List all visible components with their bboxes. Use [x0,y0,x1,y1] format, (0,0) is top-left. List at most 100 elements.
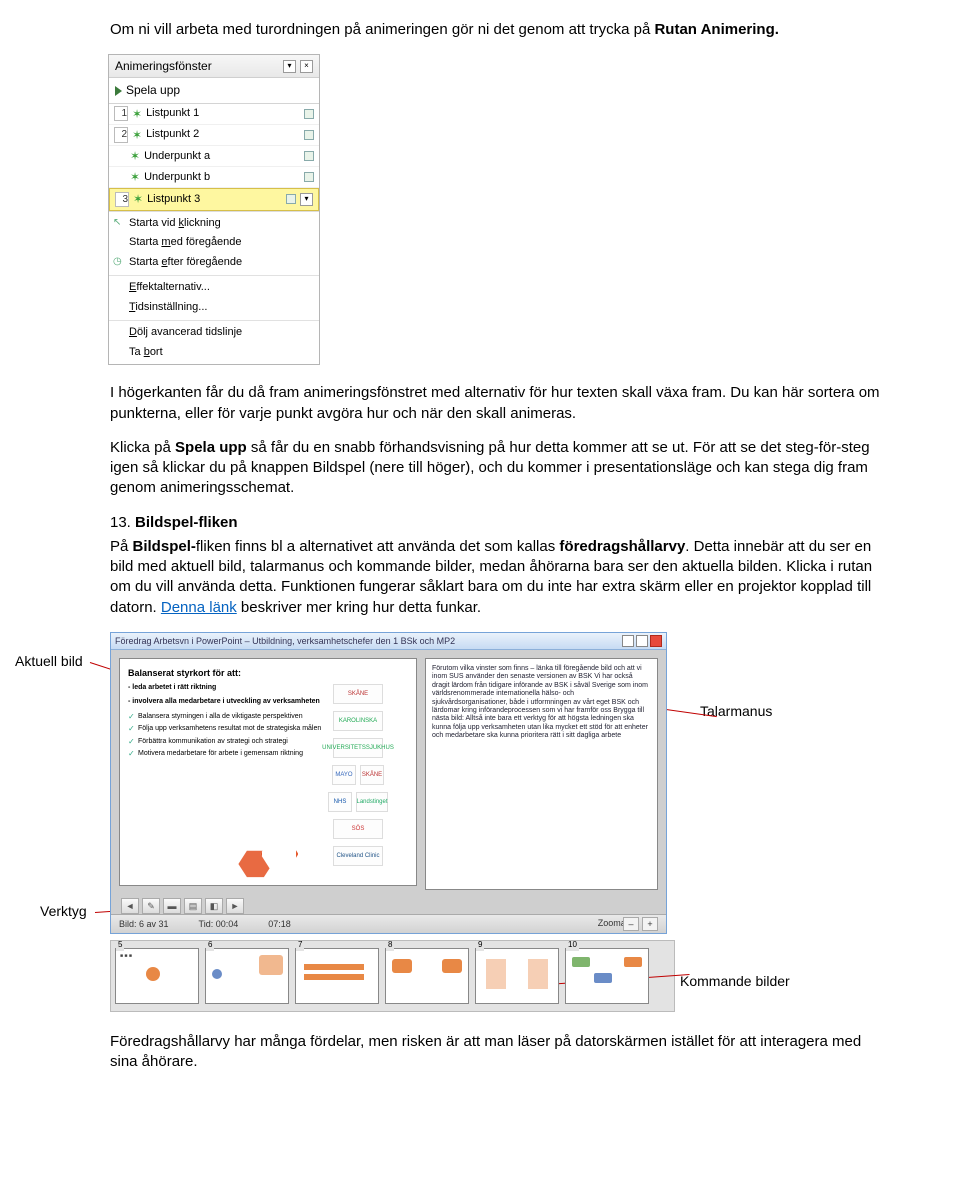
slide-thumbnail[interactable]: 6 [205,948,289,1004]
context-menu-item[interactable]: Dölj avancerad tidslinje [109,320,319,343]
animation-item[interactable]: 2 ✶ Listpunkt 2 [109,125,319,146]
section-13-heading: 13. Bildspel-fliken [110,513,880,533]
thumb-number: 8 [386,940,394,951]
logo: MAYO [332,765,356,785]
animation-item-label: Listpunkt 2 [146,127,199,142]
status-elapsed: Tid: 00:04 [199,918,239,930]
zoom-label: Zooma: [606,917,620,929]
thumb-number: 10 [566,940,579,951]
animation-item-label: Underpunkt a [144,149,210,164]
presenter-status-bar: Bild: 6 av 31 Tid: 00:04 07:18 Zooma: – … [111,914,666,933]
play-button[interactable]: Spela upp [109,78,319,103]
maximize-icon[interactable] [636,635,648,647]
annotation-talarmanus: Talarmanus [700,702,772,721]
presenter-toolbar: ◄ ✎ ▬ ▤ ◧ ► [121,898,244,914]
logo: SÖS [333,819,383,839]
context-menu-item[interactable]: Ta bort [109,343,319,363]
speaker-notes: Förutom vilka vinster som finns – länka … [425,658,658,890]
highlighter-button[interactable]: ▬ [163,898,181,914]
logo: SKÅNE [360,765,384,785]
info-link[interactable]: Denna länk [161,599,237,616]
animation-item-label: Listpunkt 1 [146,106,199,121]
animation-item-number: 2 [114,127,128,143]
thumb-number: 7 [296,940,304,951]
annotation-aktuell-bild: Aktuell bild [15,652,83,671]
context-menu-item[interactable]: Tidsinställning... [109,298,319,318]
slide-thumbnail[interactable]: 5 ■ ■ ■ [115,948,199,1004]
thumb-number: 5 [116,940,124,951]
chevron-down-icon[interactable]: ▾ [300,193,313,206]
animation-item-label: Listpunkt 3 [147,192,200,207]
current-slide: Balanserat styrkort för att: - leda arbe… [119,658,417,886]
final-paragraph: Föredragshållarvy har många fördelar, me… [110,1032,880,1073]
logo: UNIVERSITETSSJUKHUS [333,738,383,758]
effect-icon: ✶ [133,191,143,207]
animation-pane-window-controls: ▾ × [283,60,313,73]
context-menu: ↖Starta vid klickning Starta med föregåe… [109,211,319,365]
clock-icon: ◷ [113,255,125,269]
logo: Cleveland Clinic [333,846,383,866]
window-buttons [622,635,662,647]
minimize-icon[interactable] [622,635,634,647]
context-menu-item[interactable]: Starta med föregående [109,233,319,253]
logo: NHS [328,792,352,812]
slide-thumbnail[interactable]: 7 [295,948,379,1004]
animation-pane-title: Animeringsfönster [115,58,212,74]
mouse-icon: ↖ [113,216,125,230]
slide-logos: SKÅNE KAROLINSKA UNIVERSITETSSJUKHUS MAY… [308,684,408,866]
prev-slide-button[interactable]: ◄ [121,898,139,914]
timing-bar-icon [304,172,314,182]
window-titlebar: Föredrag Arbetsvn i PowerPoint – Utbildn… [111,633,666,650]
thumb-number: 9 [476,940,484,951]
timing-bar-icon [286,194,296,204]
logo: Landstinget [356,792,388,812]
annotation-kommande: Kommande bilder [680,972,790,991]
slide-thumbnail[interactable]: 10 [565,948,649,1004]
animation-item-selected[interactable]: 3 ✶ Listpunkt 3 ▾ [109,188,319,210]
logo: SKÅNE [333,684,383,704]
animation-item-number: 1 [114,106,128,122]
eraser-button[interactable]: ◧ [205,898,223,914]
animation-item[interactable]: ✶ Underpunkt a [109,146,319,167]
context-menu-item[interactable]: ◷Starta efter föregående [109,253,319,273]
status-slide-count: Bild: 6 av 31 [119,918,169,930]
animation-list: 1 ✶ Listpunkt 1 2 ✶ Listpunkt 2 ✶ Underp… [109,104,319,365]
timing-bar-icon [304,109,314,119]
annotation-verktyg: Verktyg [40,902,87,921]
zoom-out-button[interactable]: – [623,917,639,931]
presenter-view-window: Föredrag Arbetsvn i PowerPoint – Utbildn… [110,632,667,934]
window-title: Föredrag Arbetsvn i PowerPoint – Utbildn… [115,635,455,647]
animation-item[interactable]: ✶ Underpunkt b [109,167,319,188]
close-icon[interactable] [650,635,662,647]
status-clock: 07:18 [268,918,291,930]
next-slide-button[interactable]: ► [226,898,244,914]
animation-pane: Animeringsfönster ▾ × Spela upp 1 ✶ List… [108,54,320,365]
context-menu-item[interactable]: ↖Starta vid klickning [109,214,319,234]
slide-title: Balanserat styrkort för att: [128,667,408,679]
close-icon[interactable]: × [300,60,313,73]
dropdown-icon[interactable]: ▾ [283,60,296,73]
effect-icon: ✶ [132,106,142,122]
mid-paragraph-2: Klicka på Spela upp så får du en snabb f… [110,438,880,499]
intro-bold: Rutan Animering. [654,21,778,38]
zoom-control: Zooma: – + [606,917,658,931]
slide-thumbnail[interactable]: 8 [385,948,469,1004]
play-label: Spela upp [126,82,180,98]
effect-icon: ✶ [130,169,140,185]
presenter-view-figure: Aktuell bild Talarmanus Verktyg Kommande… [110,632,880,1012]
intro-text: Om ni vill arbeta med turordningen på an… [110,21,654,38]
menu-button[interactable]: ▤ [184,898,202,914]
upcoming-slides-strip: 5 ■ ■ ■ 6 7 8 9 [110,940,675,1012]
intro-paragraph: Om ni vill arbeta med turordningen på an… [110,20,880,40]
pen-button[interactable]: ✎ [142,898,160,914]
zoom-in-button[interactable]: + [642,917,658,931]
timing-bar-icon [304,130,314,140]
context-menu-item[interactable]: Effektalternativ... [109,275,319,298]
thumb-number: 6 [206,940,214,951]
animation-item[interactable]: 1 ✶ Listpunkt 1 [109,104,319,125]
effect-icon: ✶ [132,127,142,143]
play-icon [115,86,122,96]
slide-thumbnail[interactable]: 9 [475,948,559,1004]
effect-icon: ✶ [130,148,140,164]
timing-bar-icon [304,151,314,161]
